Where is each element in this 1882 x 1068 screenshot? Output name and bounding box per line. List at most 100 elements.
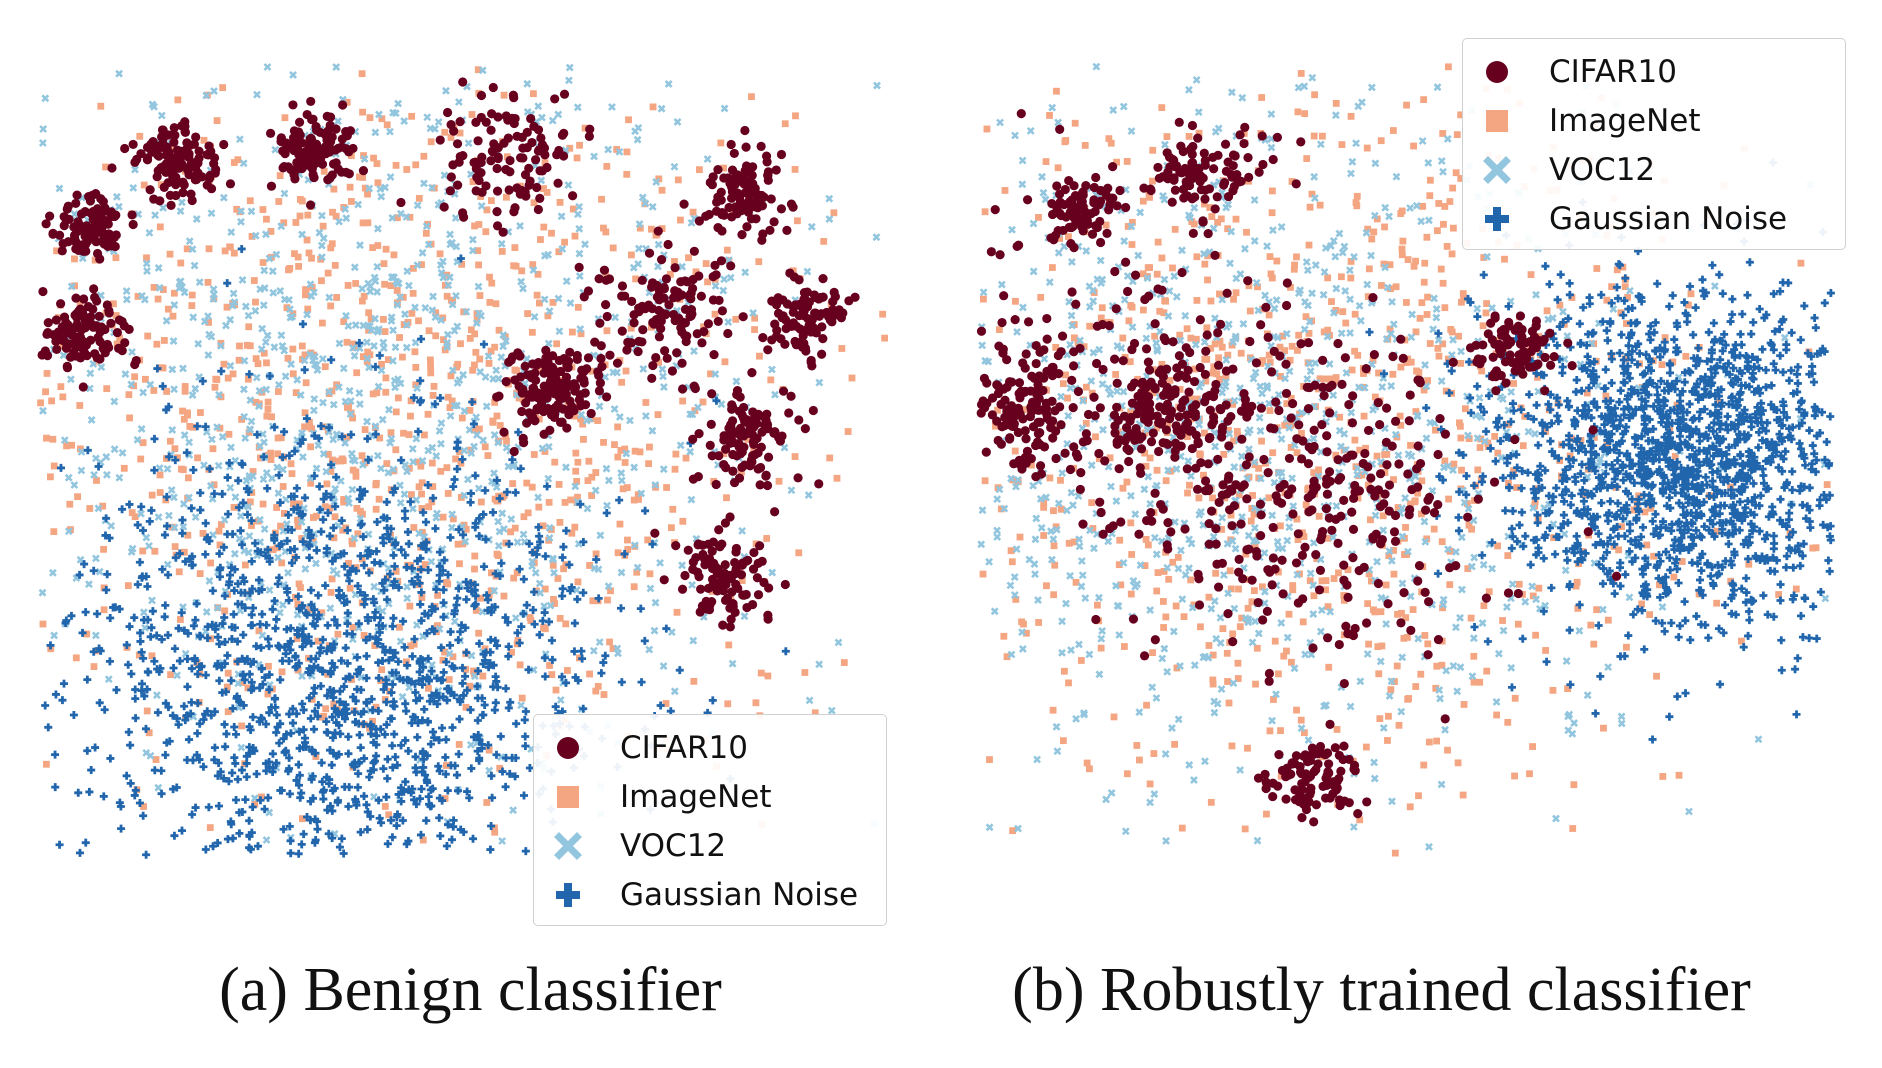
cifar10-point [520,187,530,197]
cifar10-point [638,325,648,335]
legend-entry-voc12: VOC12 [548,821,872,870]
imagenet-point [1377,137,1385,145]
imagenet-point [367,315,375,323]
voc12-point [686,447,695,456]
voc12-point [428,183,436,192]
imagenet-point [503,153,511,161]
voc12-point [590,152,598,161]
imagenet-point [1549,686,1557,694]
imagenet-point [523,479,531,487]
imagenet-point [524,310,532,317]
cifar10-point [525,176,535,186]
voc12-point [242,476,251,485]
imagenet-point [1258,437,1265,445]
gaussian-noise-point [424,565,433,574]
imagenet-point [1092,433,1099,441]
voc12-point [230,298,239,307]
gaussian-noise-point [232,730,241,739]
gaussian-noise-point [157,789,166,798]
imagenet-point [246,498,254,506]
imagenet-point [1409,606,1417,613]
imagenet-point [407,412,414,420]
imagenet-point [152,756,160,763]
imagenet-point [378,666,386,674]
gaussian-noise-point [471,519,480,528]
voc12-point [67,282,76,291]
voc12-point [482,402,491,411]
voc12-point [494,517,503,526]
imagenet-point [255,627,263,635]
gaussian-noise-point [95,698,104,707]
imagenet-point [1065,233,1072,240]
imagenet-point [412,364,420,371]
gaussian-noise-point [570,647,579,656]
imagenet-point [654,411,662,419]
gaussian-noise-point [459,530,468,539]
voc12-point [303,310,312,319]
imagenet-point [980,295,987,303]
cifar10-point [211,164,221,175]
cifar10-point [455,151,465,162]
voc12-point [60,436,69,445]
imagenet-point [462,525,470,533]
cifar10-point [770,319,780,329]
cifar10-point [688,274,698,285]
gaussian-noise-point [406,497,415,506]
gaussian-noise-point [298,320,307,329]
imagenet-point [370,154,377,162]
imagenet-point [466,334,474,342]
gaussian-noise-point [515,638,524,647]
voc12-point [631,127,640,136]
cifar10-point [717,209,727,220]
gaussian-noise-point [409,393,418,402]
voc12-point [176,207,185,216]
gaussian-noise-point [142,850,151,859]
imagenet-point [704,278,711,286]
imagenet-point [265,662,272,670]
voc12-point [472,413,481,422]
imagenet-point [353,504,361,512]
cifar10-point [518,153,528,163]
cifar10-point [844,296,854,306]
voc12-point [137,509,145,518]
voc12-point [537,176,546,185]
imagenet-point [1125,317,1133,325]
gaussian-noise-point [203,707,212,716]
imagenet-point [358,70,366,78]
gaussian-noise-point [236,526,245,535]
voc12-point [564,76,573,85]
voc12-point [309,406,318,415]
cifar10-point [604,274,615,284]
imagenet-point [449,515,457,523]
imagenet-point [1050,542,1058,550]
voc12-point [373,262,382,271]
imagenet-point [1180,613,1188,621]
voc12-point [519,530,528,539]
imagenet-point [244,684,252,692]
imagenet-point [1527,271,1535,279]
imagenet-point [879,310,887,318]
voc12-point [726,273,735,282]
imagenet-point [268,413,275,421]
imagenet-point [1403,101,1410,109]
gaussian-noise-point [335,843,344,852]
voc12-point [688,580,696,589]
imagenet-point [1377,608,1385,616]
gaussian-noise-point [124,728,133,737]
voc12-point [115,69,124,78]
imagenet-point [1797,259,1805,267]
imagenet-point [126,414,133,422]
imagenet-point [418,479,426,487]
imagenet-point [248,232,256,240]
imagenet-point [1417,670,1425,678]
voc12-point [221,587,230,596]
voc12-point [834,638,843,647]
imagenet-point [346,584,354,592]
cifar10-point [623,337,633,347]
gaussian-noise-point [290,447,299,456]
legend-label: CIFAR10 [620,729,748,766]
gaussian-noise-point [453,465,462,474]
imagenet-point [623,170,631,178]
imagenet-point [174,96,182,104]
gaussian-noise-point [232,796,241,805]
